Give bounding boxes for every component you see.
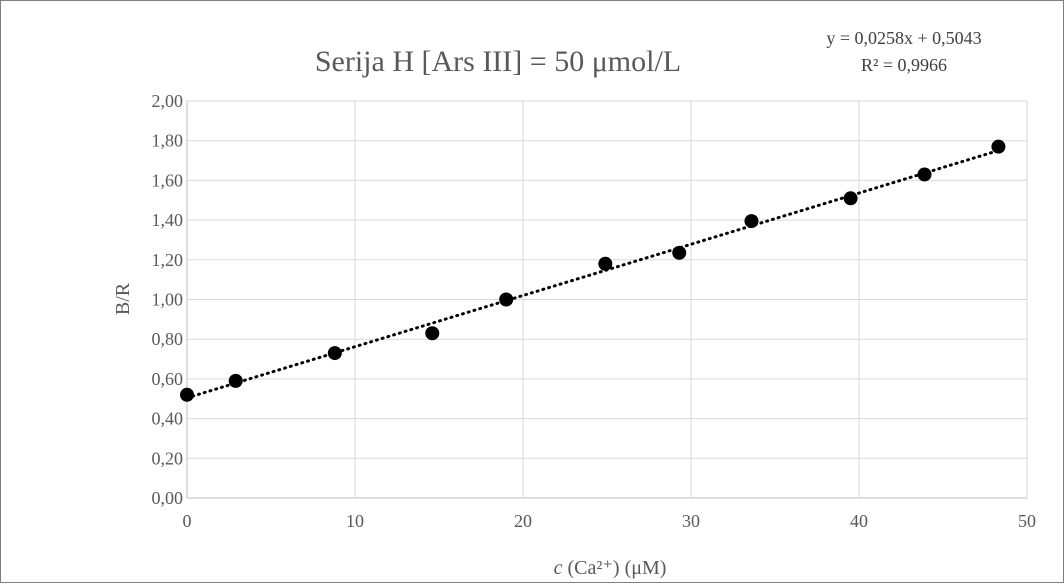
- data-point: [180, 387, 194, 402]
- data-point: [843, 191, 858, 206]
- y-tick-label: 0,40: [152, 409, 184, 429]
- y-tick-label: 0,20: [152, 448, 184, 468]
- tick-labels: 0,00 0,20 0,40 0,60 0,80 1,00 1,20 1,40 1,60 1,80…: [152, 91, 1037, 531]
- x-tick-label: 50: [1018, 511, 1036, 531]
- x-tick-label: 0: [183, 511, 192, 531]
- axes: [186, 101, 1027, 499]
- y-tick-label: 0,80: [152, 329, 184, 349]
- data-point: [744, 214, 759, 229]
- trendline: [185, 149, 1000, 400]
- gridlines: [187, 100, 1028, 498]
- y-tick-label: 1,00: [152, 290, 184, 310]
- x-tick-label: 20: [514, 511, 532, 531]
- data-point: [499, 292, 514, 307]
- trendline-equation: y = 0,0258x + 0,5043: [826, 28, 981, 48]
- y-tick-label: 1,20: [152, 250, 184, 270]
- x-axis-title-italic: c: [554, 557, 563, 579]
- data-point: [672, 245, 687, 260]
- y-tick-label: 1,40: [152, 210, 184, 230]
- x-axis-title: c (Ca²⁺) (μM): [554, 557, 667, 579]
- trendline-layer: [185, 149, 1000, 400]
- x-tick-label: 40: [850, 511, 868, 531]
- chart-title: Serija H [Ars III] = 50 μmol/L: [315, 45, 681, 78]
- data-point: [598, 256, 613, 271]
- y-tick-label: 2,00: [152, 91, 184, 111]
- x-tick-label: 30: [682, 511, 700, 531]
- trendline-r-squared: R² = 0,9966: [861, 55, 947, 75]
- y-tick-label: 1,60: [152, 170, 184, 190]
- data-point: [228, 373, 243, 388]
- data-point: [991, 139, 1006, 154]
- y-tick-label: 0,60: [152, 369, 184, 389]
- x-axis-title-rest: (Ca²⁺) (μM): [562, 557, 666, 579]
- data-point: [425, 326, 440, 341]
- y-axis-title: B/R: [112, 282, 134, 315]
- data-point: [327, 346, 342, 361]
- y-tick-label: 1,80: [152, 131, 184, 151]
- data-point: [917, 167, 932, 182]
- data-points: [180, 139, 1006, 402]
- x-tick-label: 10: [346, 511, 364, 531]
- y-tick-label: 0,00: [152, 488, 184, 508]
